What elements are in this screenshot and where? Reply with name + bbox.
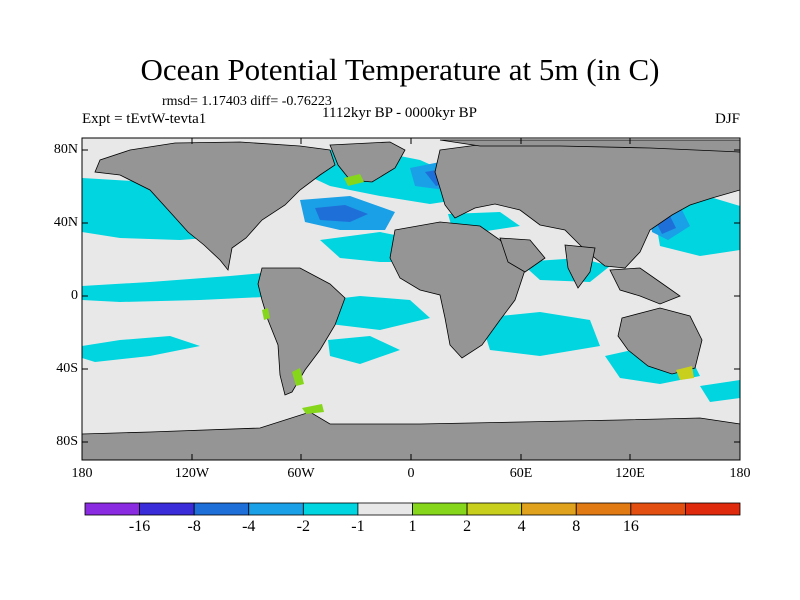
- colorbar-label: -1: [351, 518, 365, 535]
- colorbar-swatch-10: [630, 502, 686, 516]
- colorbar-swatch-2: [193, 502, 250, 516]
- colorbar-label: 8: [572, 518, 581, 535]
- colorbar-swatch-4: [302, 502, 359, 516]
- colorbar-swatch-5: [357, 502, 413, 516]
- africa: [389, 221, 526, 359]
- colorbar-swatch-1: [139, 502, 195, 516]
- colorbar-label: 16: [622, 518, 639, 535]
- colorbar-swatch-0: [84, 502, 140, 516]
- colorbar-swatch-7: [466, 502, 523, 516]
- season-label: DJF: [714, 111, 740, 127]
- lon-label-60e: 60E: [509, 466, 533, 481]
- greenland: [329, 141, 406, 183]
- map-title: Ocean Potential Temperature at 5m (in C): [140, 52, 660, 87]
- colorbar-label: -16: [128, 518, 151, 535]
- colorbar: [84, 502, 741, 516]
- lat-label-80s: 80S: [56, 434, 78, 449]
- lon-label-120w: 120W: [174, 466, 210, 481]
- colorbar-swatch-3: [248, 502, 304, 516]
- period-label: 1112kyr BP - 0000kyr BP: [322, 105, 478, 121]
- lat-label-40n: 40N: [53, 215, 78, 230]
- lon-label-0: 0: [407, 466, 415, 481]
- latitude-tick-marks: [82, 149, 740, 443]
- lon-label-120e: 120E: [615, 466, 645, 481]
- north-america: [94, 141, 336, 271]
- colorbar-label: 2: [463, 518, 472, 535]
- lon-label-60w: 60W: [287, 466, 315, 481]
- longitude-tick-marks: [81, 138, 741, 460]
- colorbar-swatch-8: [521, 502, 577, 516]
- colorbar-label: -4: [242, 518, 256, 535]
- arabia: [499, 237, 546, 273]
- lon-label-180w: 180: [71, 466, 93, 481]
- colorbar-label: -2: [296, 518, 310, 535]
- south-america: [257, 267, 346, 396]
- land-masses: [81, 139, 741, 461]
- experiment-label: Expt = tEvtW-tevta1: [82, 111, 207, 127]
- colorbar-swatch-9: [575, 502, 632, 516]
- lat-label-80n: 80N: [53, 142, 78, 157]
- india: [564, 244, 596, 289]
- southeast-asia: [609, 267, 681, 305]
- lat-label-0: 0: [71, 288, 78, 303]
- warm-anomaly-spots: [262, 174, 694, 414]
- lon-label-180e: 180: [729, 466, 751, 481]
- colorbar-label: -8: [187, 518, 201, 535]
- stats-label: rmsd= 1.17403 diff= -0.76223: [162, 94, 332, 109]
- lat-label-40s: 40S: [56, 361, 78, 376]
- colorbar-swatch-6: [412, 502, 468, 516]
- colorbar-label: 1: [408, 518, 417, 535]
- colorbar-swatch-11: [685, 502, 741, 516]
- colorbar-label: 4: [517, 518, 526, 535]
